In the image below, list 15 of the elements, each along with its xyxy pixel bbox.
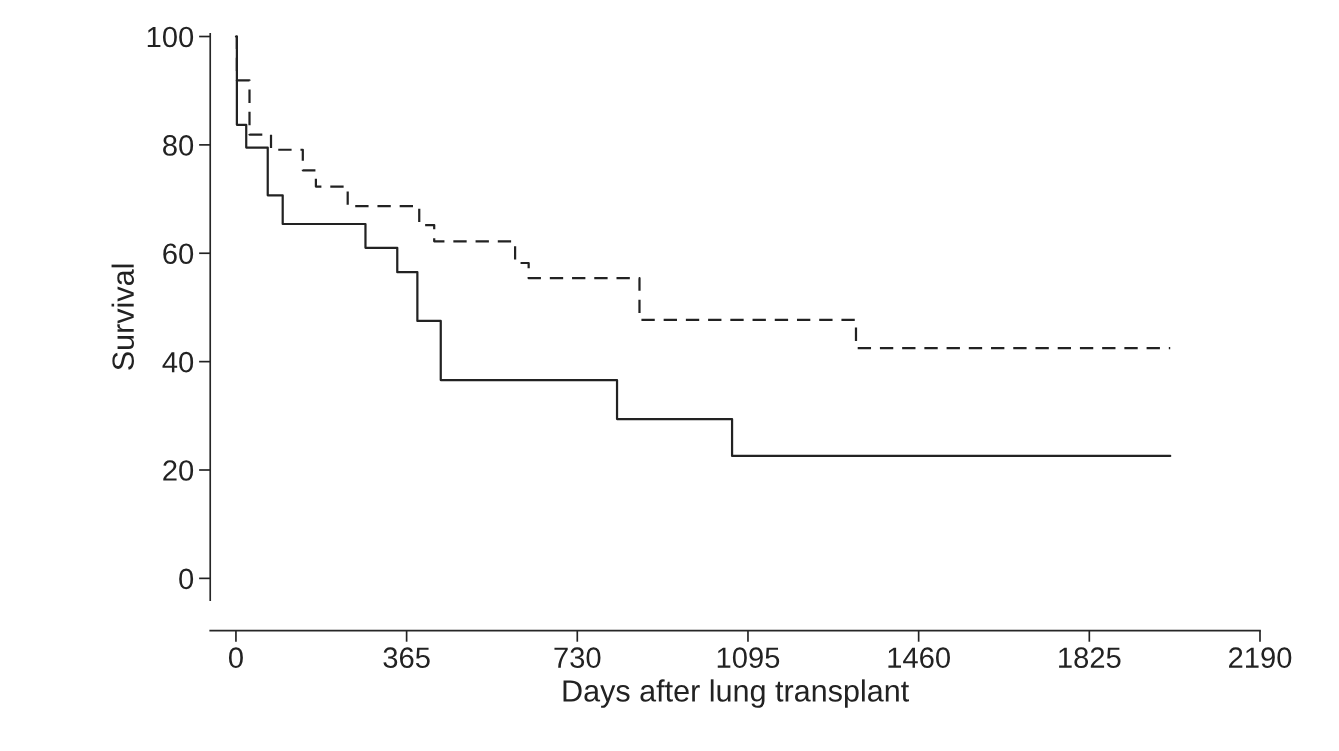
x-tick-label: 0 — [228, 647, 243, 668]
y-tick-label: 40 — [162, 351, 194, 373]
x-tick-label: 1460 — [888, 647, 950, 668]
y-tick-label: 80 — [163, 135, 194, 156]
x-tick-label: 2190 — [1229, 647, 1292, 668]
y-tick-label: 20 — [163, 460, 194, 481]
x-axis-title: Days after lung transplant — [563, 679, 909, 708]
x-tick-label: 1095 — [717, 647, 780, 668]
x-tick-label: 365 — [383, 647, 430, 668]
y-tick-label: 0 — [179, 568, 194, 590]
x-tick-label: 1825 — [1059, 647, 1121, 668]
y-tick-label: 100 — [147, 26, 194, 48]
x-tick-label: 730 — [554, 647, 601, 668]
y-tick-label: 60 — [163, 243, 194, 265]
y-axis-title: Survival — [111, 264, 134, 370]
